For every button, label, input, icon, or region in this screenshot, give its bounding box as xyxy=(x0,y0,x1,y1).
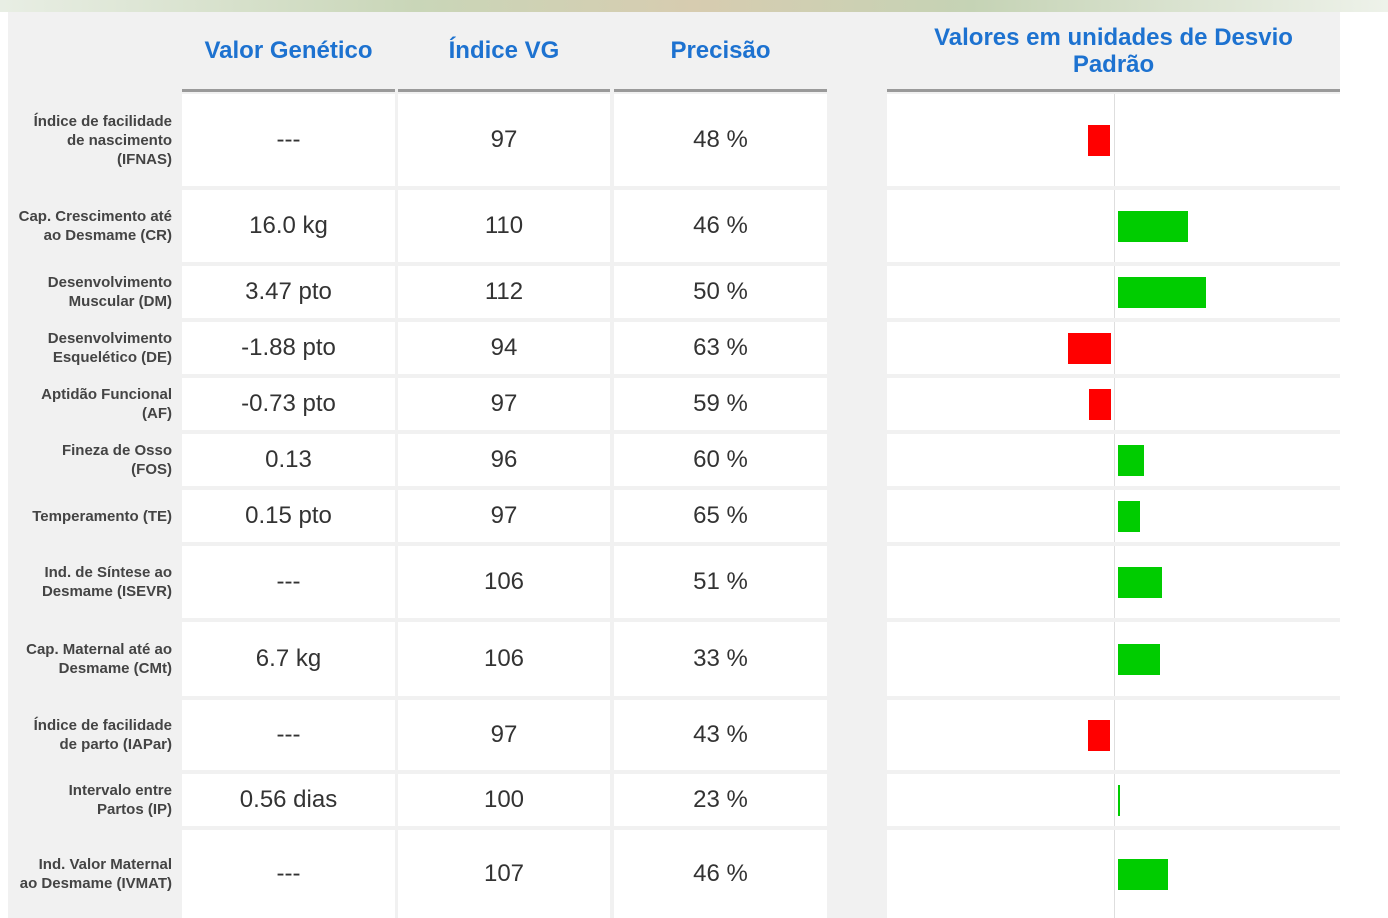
bar xyxy=(1088,720,1111,751)
page: Valor GenéticoÍndice VGPrecisão Valores e… xyxy=(0,0,1388,918)
bar xyxy=(1118,277,1206,308)
cell-indice: 106 xyxy=(398,622,610,696)
cell-indice: 96 xyxy=(398,434,610,486)
bar xyxy=(1068,333,1110,364)
row-label: Índice de facilidade de parto (IAPar) xyxy=(18,700,172,770)
row-label: Intervalo entre Partos (IP) xyxy=(18,774,172,826)
row-label: Cap. Maternal até ao Desmame (CMt) xyxy=(18,622,172,696)
cell-valor: 16.0 kg xyxy=(182,190,395,262)
zero-line xyxy=(1114,700,1115,770)
cell-valor: --- xyxy=(182,546,395,618)
zero-line xyxy=(1114,622,1115,696)
zero-line xyxy=(1114,434,1115,486)
zero-line xyxy=(1114,546,1115,618)
cell-precisao: 63 % xyxy=(614,322,827,374)
cell-indice: 100 xyxy=(398,774,610,826)
bar xyxy=(1118,567,1163,598)
cell-indice: 112 xyxy=(398,266,610,318)
cell-valor: 0.15 pto xyxy=(182,490,395,542)
cell-precisao: 46 % xyxy=(614,830,827,918)
bar xyxy=(1118,644,1160,675)
cell-precisao: 48 % xyxy=(614,94,827,186)
cell-indice: 97 xyxy=(398,490,610,542)
zero-line xyxy=(1114,490,1115,542)
cell-precisao: 50 % xyxy=(614,266,827,318)
zero-line xyxy=(1114,322,1115,374)
cell-valor: --- xyxy=(182,700,395,770)
row-label: Ind. Valor Maternal ao Desmame (IVMAT) xyxy=(18,830,172,918)
cell-valor: --- xyxy=(182,830,395,918)
row-label: Ind. de Síntese ao Desmame (ISEVR) xyxy=(18,546,172,618)
zero-line xyxy=(1114,774,1115,826)
column-header: Valor Genético xyxy=(182,12,395,92)
column-header: Valores em unidades de Desvio Padrão xyxy=(887,12,1340,92)
bar xyxy=(1118,211,1189,242)
cell-valor: 0.56 dias xyxy=(182,774,395,826)
zero-line xyxy=(1114,830,1115,918)
row-label: Desenvolvimento Esquelético (DE) xyxy=(18,322,172,374)
cell-valor: -1.88 pto xyxy=(182,322,395,374)
cell-indice: 107 xyxy=(398,830,610,918)
row-label: Temperamento (TE) xyxy=(18,490,172,542)
cell-indice: 110 xyxy=(398,190,610,262)
cell-precisao: 43 % xyxy=(614,700,827,770)
bar xyxy=(1089,389,1110,420)
cell-indice: 97 xyxy=(398,378,610,430)
cell-precisao: 23 % xyxy=(614,774,827,826)
row-label: Desenvolvimento Muscular (DM) xyxy=(18,266,172,318)
bar xyxy=(1118,445,1145,476)
cell-precisao: 65 % xyxy=(614,490,827,542)
banner xyxy=(0,0,1388,12)
row-label: Fineza de Osso (FOS) xyxy=(18,434,172,486)
cell-precisao: 51 % xyxy=(614,546,827,618)
zero-line xyxy=(1114,266,1115,318)
row-label: Cap. Crescimento até ao Desmame (CR) xyxy=(18,190,172,262)
cell-precisao: 33 % xyxy=(614,622,827,696)
cell-valor: 6.7 kg xyxy=(182,622,395,696)
zero-line xyxy=(1114,190,1115,262)
row-label: Índice de facilidade de nascimento (IFNA… xyxy=(18,94,172,186)
zero-line xyxy=(1114,94,1115,186)
bar xyxy=(1118,501,1141,532)
cell-indice: 106 xyxy=(398,546,610,618)
column-header: Índice VG xyxy=(398,12,610,92)
cell-indice: 97 xyxy=(398,94,610,186)
zero-line xyxy=(1114,378,1115,430)
bar xyxy=(1118,859,1169,890)
cell-precisao: 59 % xyxy=(614,378,827,430)
cell-valor: 3.47 pto xyxy=(182,266,395,318)
bar xyxy=(1088,125,1111,156)
cell-valor: -0.73 pto xyxy=(182,378,395,430)
bar xyxy=(1118,785,1121,816)
cell-precisao: 46 % xyxy=(614,190,827,262)
cell-valor: 0.13 xyxy=(182,434,395,486)
cell-precisao: 60 % xyxy=(614,434,827,486)
cell-indice: 97 xyxy=(398,700,610,770)
row-label: Aptidão Funcional (AF) xyxy=(18,378,172,430)
cell-valor: --- xyxy=(182,94,395,186)
column-header: Precisão xyxy=(614,12,827,92)
cell-indice: 94 xyxy=(398,322,610,374)
